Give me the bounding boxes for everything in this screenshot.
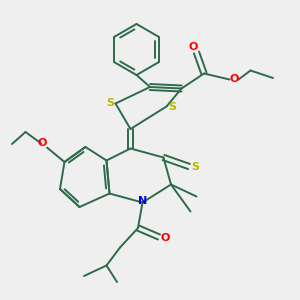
Text: O: O	[230, 74, 239, 84]
Text: S: S	[106, 98, 114, 109]
Text: S: S	[192, 161, 200, 172]
Text: S: S	[168, 101, 176, 112]
Text: N: N	[139, 196, 148, 206]
Text: O: O	[37, 138, 47, 148]
Text: O: O	[161, 233, 170, 243]
Text: O: O	[188, 42, 198, 52]
